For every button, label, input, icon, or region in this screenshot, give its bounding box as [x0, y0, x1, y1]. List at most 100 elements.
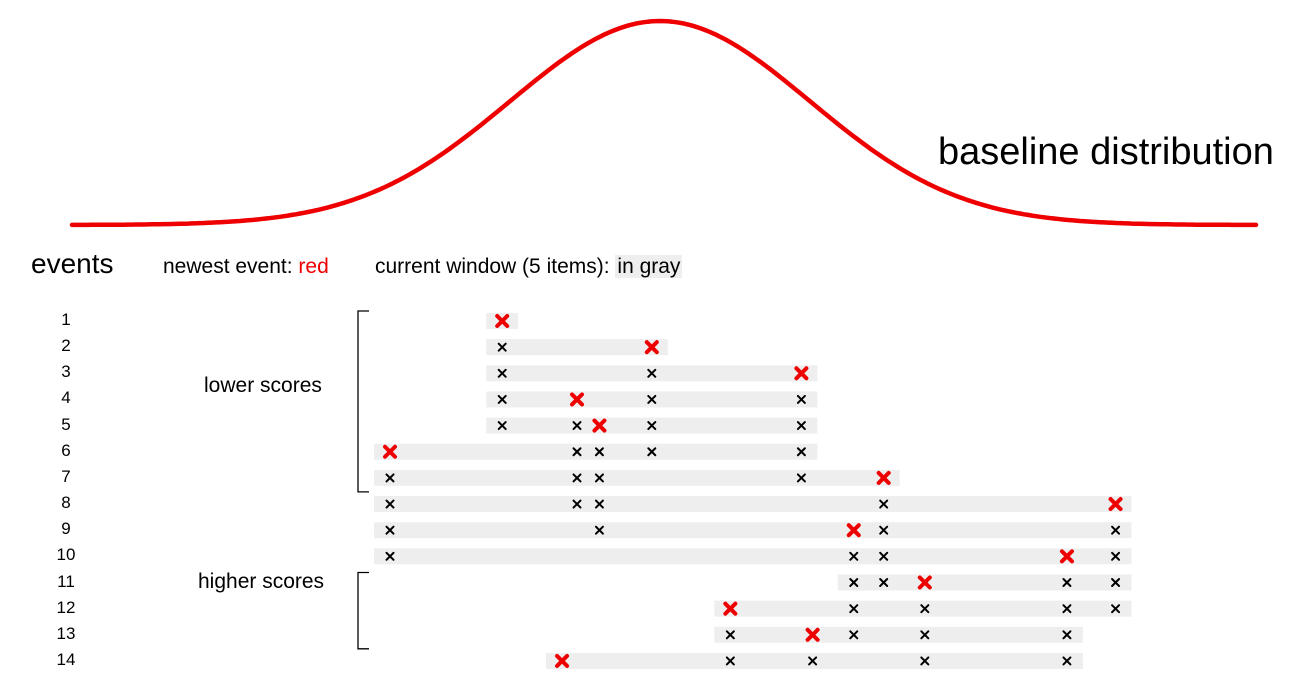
legend-newest-text: newest event:	[163, 255, 299, 278]
event-label-12: 12	[56, 597, 76, 617]
event-label-7: 7	[61, 466, 71, 486]
window-mark-event-13-0	[725, 630, 735, 640]
window-mark-event-6-3	[647, 447, 657, 457]
event-label-9: 9	[61, 519, 71, 539]
window-mark-event-14-1	[725, 656, 735, 666]
window-band-event-10	[374, 548, 1132, 565]
window-mark-event-8-1	[572, 499, 582, 509]
legend-window-gray: in gray	[615, 255, 683, 278]
distribution-curve-path	[69, 18, 1259, 228]
window-mark-event-8-0	[385, 499, 395, 509]
newest-mark-event-8-4	[1108, 497, 1123, 512]
window-mark-event-8-3	[879, 499, 889, 509]
event-label-4: 4	[61, 388, 71, 408]
window-band-event-11	[837, 574, 1132, 591]
newest-mark-event-12-0	[723, 601, 738, 616]
window-mark-event-13-3	[920, 630, 930, 640]
event-label-5: 5	[61, 414, 71, 434]
legend-newest: newest event: red	[163, 256, 329, 277]
window-mark-event-5-4	[796, 421, 806, 431]
window-mark-event-10-2	[879, 551, 889, 561]
window-mark-event-10-4	[1111, 551, 1121, 561]
newest-mark-event-6-0	[383, 444, 397, 459]
window-mark-event-4-2	[647, 394, 657, 404]
window-mark-event-5-1	[572, 421, 582, 431]
window-mark-event-4-0	[497, 394, 507, 404]
window-mark-event-13-4	[1062, 630, 1072, 640]
newest-mark-event-10-3	[1059, 549, 1074, 564]
newest-mark-event-1-0	[495, 314, 510, 328]
window-mark-event-7-2	[594, 473, 604, 483]
window-mark-event-11-3	[1062, 578, 1072, 587]
group-label-higher: higher scores	[198, 570, 325, 593]
window-band-event-9	[374, 522, 1132, 539]
window-mark-event-2-0	[497, 342, 507, 352]
legend-newest-color: red	[298, 255, 329, 278]
event-label-14: 14	[56, 649, 76, 669]
group-label-lower: lower scores	[204, 374, 322, 397]
newest-mark-event-5-2	[592, 418, 607, 433]
newest-mark-event-9-2	[846, 523, 861, 538]
window-mark-event-13-2	[849, 630, 859, 640]
window-mark-event-11-4	[1111, 578, 1121, 587]
window-mark-event-3-0	[497, 368, 507, 378]
bracket-lower-group	[357, 310, 369, 493]
window-mark-event-11-0	[849, 578, 859, 587]
window-mark-event-5-0	[497, 421, 507, 431]
diagram-title: baseline distribution	[938, 131, 1274, 173]
window-mark-event-8-2	[594, 499, 604, 509]
window-mark-event-6-4	[796, 447, 806, 457]
bracket-higher-group	[357, 571, 369, 650]
window-mark-event-9-0	[385, 525, 395, 535]
window-band-event-7	[374, 469, 900, 486]
window-mark-event-9-3	[879, 525, 889, 535]
newest-mark-event-11-2	[917, 575, 932, 590]
window-mark-event-12-4	[1111, 604, 1121, 614]
window-mark-event-6-2	[594, 447, 604, 457]
newest-mark-event-4-1	[570, 392, 584, 407]
newest-mark-event-13-1	[805, 627, 820, 642]
window-mark-event-12-1	[849, 604, 859, 614]
window-mark-event-10-1	[849, 551, 859, 561]
event-label-11: 11	[57, 571, 75, 591]
legend-window-text: current window (5 items):	[375, 255, 616, 278]
window-mark-event-10-0	[385, 551, 395, 561]
window-mark-event-14-2	[808, 656, 818, 666]
window-band-event-12	[714, 600, 1132, 617]
window-band-event-13	[714, 626, 1083, 643]
window-band-event-8	[374, 496, 1132, 513]
legend-window: current window (5 items): in gray	[375, 255, 683, 278]
window-band-event-2	[486, 339, 668, 356]
event-label-3: 3	[61, 362, 71, 382]
window-mark-event-9-1	[594, 525, 604, 535]
window-mark-event-14-3	[920, 656, 930, 666]
window-band-event-6	[374, 443, 818, 460]
window-mark-event-3-1	[647, 368, 657, 378]
window-mark-event-7-1	[572, 473, 582, 483]
event-label-10: 10	[56, 545, 76, 565]
window-mark-event-7-3	[796, 473, 806, 483]
event-label-8: 8	[61, 493, 71, 513]
window-mark-event-9-4	[1111, 525, 1121, 535]
newest-mark-event-14-0	[555, 653, 570, 668]
newest-mark-event-2-1	[644, 340, 659, 355]
newest-mark-event-3-2	[794, 366, 809, 381]
events-heading: events	[31, 248, 114, 279]
window-mark-event-12-3	[1062, 604, 1072, 614]
window-mark-event-5-3	[647, 421, 657, 431]
window-mark-event-7-0	[385, 473, 395, 483]
window-mark-event-12-2	[920, 604, 930, 614]
event-label-1: 1	[61, 310, 71, 329]
newest-mark-event-7-4	[876, 470, 891, 485]
window-mark-event-14-4	[1062, 656, 1072, 666]
window-mark-event-4-3	[796, 394, 806, 404]
window-band-event-14	[546, 652, 1083, 669]
window-mark-event-6-1	[572, 447, 582, 457]
window-mark-event-11-1	[879, 578, 889, 587]
event-label-6: 6	[61, 440, 71, 460]
event-label-13: 13	[56, 623, 76, 643]
event-label-2: 2	[61, 336, 71, 356]
